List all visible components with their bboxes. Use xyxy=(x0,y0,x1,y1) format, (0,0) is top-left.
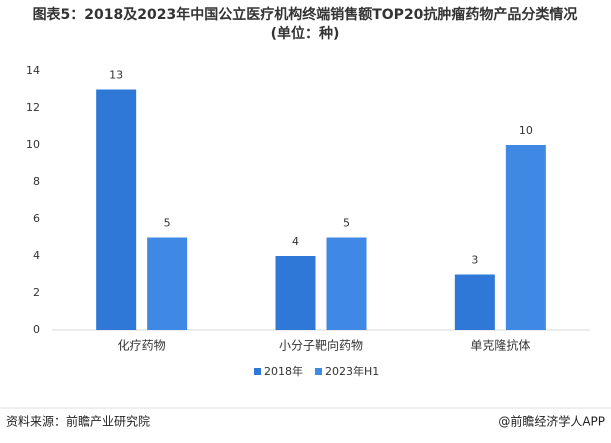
bar xyxy=(275,256,316,330)
x-tick-label: 化疗药物 xyxy=(118,339,166,353)
data-label: 4 xyxy=(292,235,299,248)
y-tick-label: 14 xyxy=(26,64,40,77)
bar xyxy=(454,274,495,330)
bar xyxy=(505,145,546,330)
y-tick-label: 0 xyxy=(33,323,40,336)
bar xyxy=(96,89,137,330)
x-tick-label: 单克隆抗体 xyxy=(470,338,530,353)
bar xyxy=(147,237,188,330)
data-label: 5 xyxy=(343,217,350,230)
data-label: 13 xyxy=(109,69,123,82)
bar xyxy=(326,237,367,330)
legend-swatch xyxy=(254,368,261,375)
data-label: 5 xyxy=(164,217,171,230)
legend-swatch xyxy=(315,368,322,375)
credit: @前瞻经济学人APP xyxy=(498,414,605,429)
legend-label: 2023年H1 xyxy=(325,364,379,378)
data-label: 10 xyxy=(519,124,533,137)
y-tick-label: 4 xyxy=(33,249,40,262)
x-tick-label: 小分子靶向药物 xyxy=(279,338,363,353)
chart-title: 图表5：2018及2023年中国公立医疗机构终端销售额TOP20抗肿瘤药物产品分… xyxy=(32,7,578,42)
legend-label: 2018年 xyxy=(264,364,303,378)
data-label: 3 xyxy=(471,254,478,267)
source: 资料来源：前瞻产业研究院 xyxy=(6,414,150,429)
y-tick-label: 2 xyxy=(33,286,40,299)
y-tick-label: 6 xyxy=(33,212,40,225)
y-tick-label: 12 xyxy=(26,101,40,114)
y-tick-label: 8 xyxy=(33,175,40,188)
y-tick-label: 10 xyxy=(26,138,40,151)
